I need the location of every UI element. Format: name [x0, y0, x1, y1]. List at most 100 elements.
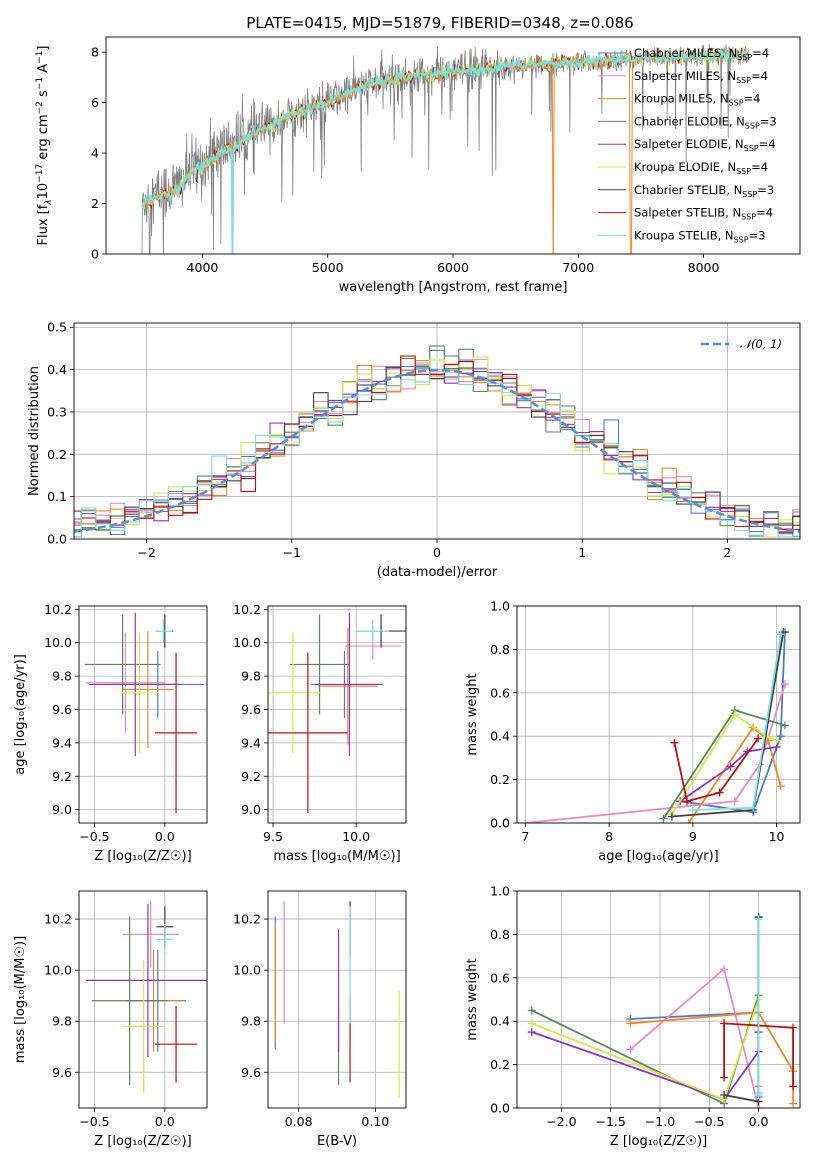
age-weight-panel-plot-area [521, 628, 789, 823]
z-weight-panel-frame [516, 890, 801, 1109]
ebv-mass-panel-ytick-label: 10.2 [233, 912, 261, 927]
z-weight-panel-axes: −2.0 −1.5 −1.0 −0.5 0.0 0.0 0.2 0.4 0.6 0.8 1.0 Z [… [465, 884, 801, 1149]
z-age-panel-ytick-label: 9.6 [52, 702, 72, 717]
residual-panel-xtick-label: 1 [578, 545, 586, 560]
age-weight-panel-xtick-label: 10 [769, 829, 785, 844]
age-weight-panel-point-marker [749, 803, 758, 812]
legend-label-sub: SSP [736, 76, 751, 85]
residual-panel: −2 −1 0 1 2 0.0 0.1 0.2 0.3 0.4 0.5 (data-model)/er… [27, 320, 801, 580]
legend-label-sub: SSP [745, 121, 760, 130]
mass-age-panel-ytick-label: 10.2 [233, 602, 261, 617]
residual-panel-xtick-label: 0 [433, 545, 441, 560]
mass-age-panel-ytick-label: 9.0 [241, 802, 261, 817]
spectrum-panel: 4000 5000 6000 7000 8000 0 2 4 6 8 wavelength [Ang… [35, 36, 801, 295]
age-weight-panel-point-marker [754, 734, 763, 743]
z-weight-panel-xlabel: Z [log₁₀(Z/Z☉)] [610, 1134, 707, 1149]
z-mass-panel-ytick-label: 10.2 [44, 912, 72, 927]
z-mass-panel-plot-area [86, 901, 207, 1093]
age-weight-panel-point-marker [776, 630, 785, 639]
residual-panel-ytick-label: 0.2 [47, 447, 67, 462]
age-weight-panel-point-marker [772, 736, 781, 745]
spectrum-ylabel-part: −2 [35, 101, 45, 114]
legend-label-sub: SSP [741, 213, 756, 222]
mass-age-panel-xtick-label: 9.5 [263, 829, 283, 844]
age-weight-panel-series-line [671, 713, 777, 815]
figure-title: PLATE=0415, MJD=51879, FIBERID=0348, z=0… [246, 14, 633, 32]
z-weight-panel-xtick-label: −2.0 [546, 1114, 576, 1129]
spectrum-panel-frame [105, 36, 801, 255]
z-weight-panel-ytick-label: 0.0 [490, 1101, 510, 1116]
age-weight-panel-xtick-label: 7 [521, 829, 529, 844]
residual-histogram-0 [74, 349, 800, 537]
legend-label-name: Chabrier MILES, N [634, 46, 737, 60]
spectrum-panel-xtick-label: 4000 [187, 260, 219, 275]
z-mass-panel-ytick-label: 9.8 [52, 1014, 72, 1029]
z-age-panel-xlabel: Z [log₁₀(Z/Z☉)] [94, 849, 191, 864]
z-age-panel-ytick-label: 9.0 [52, 802, 72, 817]
age-weight-panel-point-marker [780, 680, 789, 689]
age-weight-panel-point-marker [688, 805, 697, 814]
ebv-mass-panel-xtick-label: 0.08 [285, 1114, 313, 1129]
ebv-mass-panel-xlabel: E(B-V) [317, 1134, 357, 1149]
z-age-panel-xtick-label: 0.0 [155, 829, 175, 844]
age-weight-panel-xlabel: age [log₁₀(age/yr)] [598, 849, 719, 864]
mass-age-panel-ytick-label: 10.0 [233, 635, 261, 650]
z-age-panel-ylabel: age [log₁₀(age/yr)] [13, 654, 28, 775]
z-mass-panel-xlabel: Z [log₁₀(Z/Z☉)] [94, 1134, 191, 1149]
legend-label: Kroupa MILES, NSSP=4 [634, 92, 760, 108]
z-age-panel-frame [78, 605, 208, 824]
z-weight-panel-ytick-label: 0.2 [490, 1057, 510, 1072]
spectrum-ylabel-part: λ [44, 199, 54, 205]
residual-panel-ytick-label: 0.4 [47, 362, 67, 377]
mass-age-panel-ytick-label: 9.2 [241, 769, 261, 784]
z-weight-panel-ytick-label: 1.0 [490, 884, 510, 899]
z-age-panel-ytick-label: 9.4 [52, 735, 72, 750]
legend-label-name: Kroupa STELIB, N [634, 228, 734, 242]
spectrum-panel-ytick-label: 8 [91, 45, 99, 60]
residual-panel-frame [73, 322, 801, 540]
residual-histogram-6 [74, 366, 800, 538]
ebv-mass-panel-plot-area [274, 901, 400, 1098]
spectrum-ylabel-part: s [36, 90, 51, 101]
normal-curve [74, 368, 800, 533]
ebv-mass-panel-frame [267, 890, 407, 1109]
z-weight-panel-xtick-label: −1.0 [645, 1114, 675, 1129]
residual-panel-plot-area [74, 345, 800, 538]
legend-label: Salpeter ELODIE, NSSP=4 [634, 137, 776, 153]
spectrum-ylabel: Flux [fλ10−17 erg cm−2 s−1 A−1] [35, 46, 54, 246]
age-weight-panel-ytick-label: 1.0 [490, 599, 510, 614]
legend-label-count: =4 [744, 92, 761, 106]
spectrum-panel-axes: 4000 5000 6000 7000 8000 0 2 4 6 8 wavelength [Ang… [35, 36, 801, 295]
z-age-panel-ytick-label: 10.2 [44, 602, 72, 617]
z-age-panel-ytick-label: 9.2 [52, 769, 72, 784]
legend-label-count: =3 [757, 183, 774, 197]
legend-label-name: Salpeter MILES, N [634, 69, 736, 83]
mass-age-panel-frame [267, 605, 407, 824]
z-mass-panel-ylabel: mass [log₁₀(M/M☉)] [13, 936, 28, 1063]
age-weight-panel-ytick-label: 0.4 [490, 729, 510, 744]
z-weight-panel-point-marker [720, 1090, 729, 1099]
age-weight-panel-point-marker [684, 819, 693, 823]
age-weight-panel-series-line [525, 683, 786, 823]
z-weight-panel-point-marker [626, 1019, 635, 1028]
legend-label-sub: SSP [742, 190, 757, 199]
age-weight-panel: 7 8 9 10 0.0 0.2 0.4 0.6 0.8 1.0 age [log₁₀(age/yr… [465, 599, 801, 864]
legend-label-sub: SSP [744, 144, 759, 153]
z-weight-panel-point-marker [527, 1006, 536, 1015]
age-weight-panel-xtick-label: 9 [689, 829, 697, 844]
legend-label: Salpeter STELIB, NSSP=4 [634, 206, 773, 222]
mass-age-panel-ytick-label: 9.4 [241, 735, 261, 750]
residual-histogram-5 [74, 355, 800, 538]
residual-histogram-1 [74, 358, 800, 530]
z-mass-panel-axes: −0.5 0.0 9.6 9.8 10.0 10.2 Z [log₁₀(Z/Z☉)] mass… [13, 890, 208, 1149]
residual-histogram-8 [74, 371, 800, 538]
residual-panel-ytick-label: 0.1 [47, 489, 67, 504]
age-weight-panel-series-line [673, 737, 759, 803]
residual-panel-xtick-label: −1 [283, 545, 301, 560]
z-mass-panel: −0.5 0.0 9.6 9.8 10.0 10.2 Z [log₁₀(Z/Z☉)] mass… [13, 890, 208, 1149]
legend-label-name: Salpeter STELIB, N [634, 206, 741, 220]
legend-label: Salpeter MILES, NSSP=4 [634, 69, 768, 85]
legend-label: Kroupa ELODIE, NSSP=4 [634, 160, 768, 176]
age-weight-panel-ylabel: mass weight [465, 673, 480, 755]
